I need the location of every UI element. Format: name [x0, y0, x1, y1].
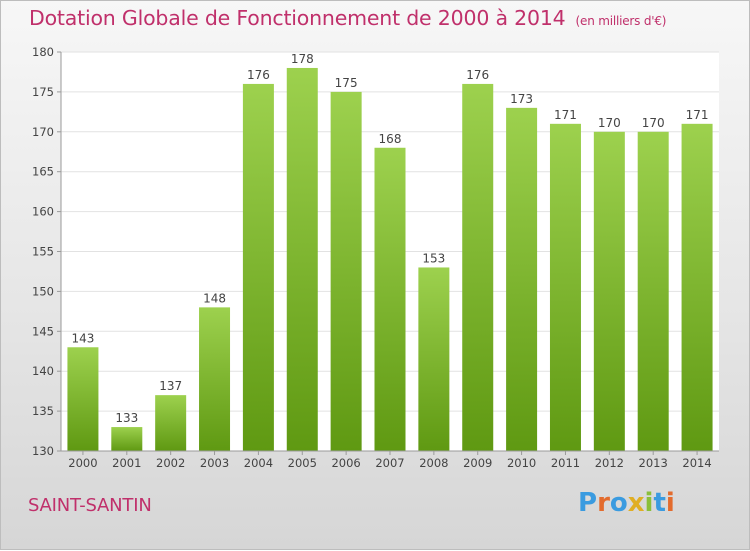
bar [286, 67, 318, 452]
data-label: 171 [554, 108, 577, 122]
bar [242, 83, 274, 452]
bar [67, 347, 99, 451]
x-tick-label: 2002 [156, 456, 185, 470]
bar [330, 91, 362, 452]
y-tick-label: 135 [32, 404, 54, 418]
x-tick-label: 2013 [639, 456, 668, 470]
data-label: 178 [291, 52, 314, 66]
x-tick-label: 2006 [331, 456, 360, 470]
x-tick-label: 2012 [595, 456, 624, 470]
x-tick-label: 2004 [244, 456, 273, 470]
data-label: 173 [510, 92, 533, 106]
bar [199, 307, 231, 451]
bar [111, 427, 143, 451]
y-tick-label: 155 [32, 245, 54, 259]
bar [549, 123, 581, 451]
title-unit: (en milliers d'€) [575, 14, 667, 28]
y-tick-label: 130 [32, 444, 54, 458]
proxiti-logo: Proxiti [578, 488, 675, 518]
bar [593, 131, 625, 452]
data-label: 168 [379, 132, 402, 146]
y-tick-label: 165 [32, 165, 54, 179]
y-tick-label: 140 [32, 364, 54, 378]
x-tick-label: 2005 [288, 456, 317, 470]
data-label: 171 [686, 108, 709, 122]
bar [681, 123, 713, 451]
data-label: 137 [159, 379, 182, 393]
data-label: 170 [598, 116, 621, 130]
bar [637, 131, 669, 452]
bar [374, 147, 406, 451]
x-tick-label: 2011 [551, 456, 580, 470]
x-tick-label: 2007 [375, 456, 404, 470]
bar [155, 395, 187, 451]
x-tick-label: 2010 [507, 456, 536, 470]
bar [462, 83, 494, 452]
bar [506, 107, 538, 452]
data-label: 176 [466, 68, 489, 82]
x-tick-label: 2003 [200, 456, 229, 470]
x-tick-label: 2009 [463, 456, 492, 470]
data-label: 170 [642, 116, 665, 130]
data-label: 175 [335, 76, 358, 90]
y-tick-label: 180 [32, 45, 54, 59]
data-label: 143 [71, 331, 94, 345]
x-tick-label: 2008 [419, 456, 448, 470]
y-tick-label: 175 [32, 85, 54, 99]
commune-name: SAINT-SANTIN [28, 495, 152, 516]
title-text: Dotation Globale de Fonctionnement de 20… [29, 6, 566, 30]
data-label: 148 [203, 291, 226, 305]
x-tick-label: 2000 [68, 456, 97, 470]
chart-title: Dotation Globale de Fonctionnement de 20… [29, 6, 666, 30]
x-tick-label: 2014 [682, 456, 711, 470]
data-label: 176 [247, 68, 270, 82]
bar [418, 267, 450, 451]
x-tick-label: 2001 [112, 456, 141, 470]
y-tick-label: 150 [32, 284, 54, 298]
y-tick-label: 145 [32, 324, 54, 338]
data-label: 153 [422, 251, 445, 265]
data-label: 133 [115, 411, 138, 425]
y-tick-label: 160 [32, 205, 54, 219]
y-tick-label: 170 [32, 125, 54, 139]
